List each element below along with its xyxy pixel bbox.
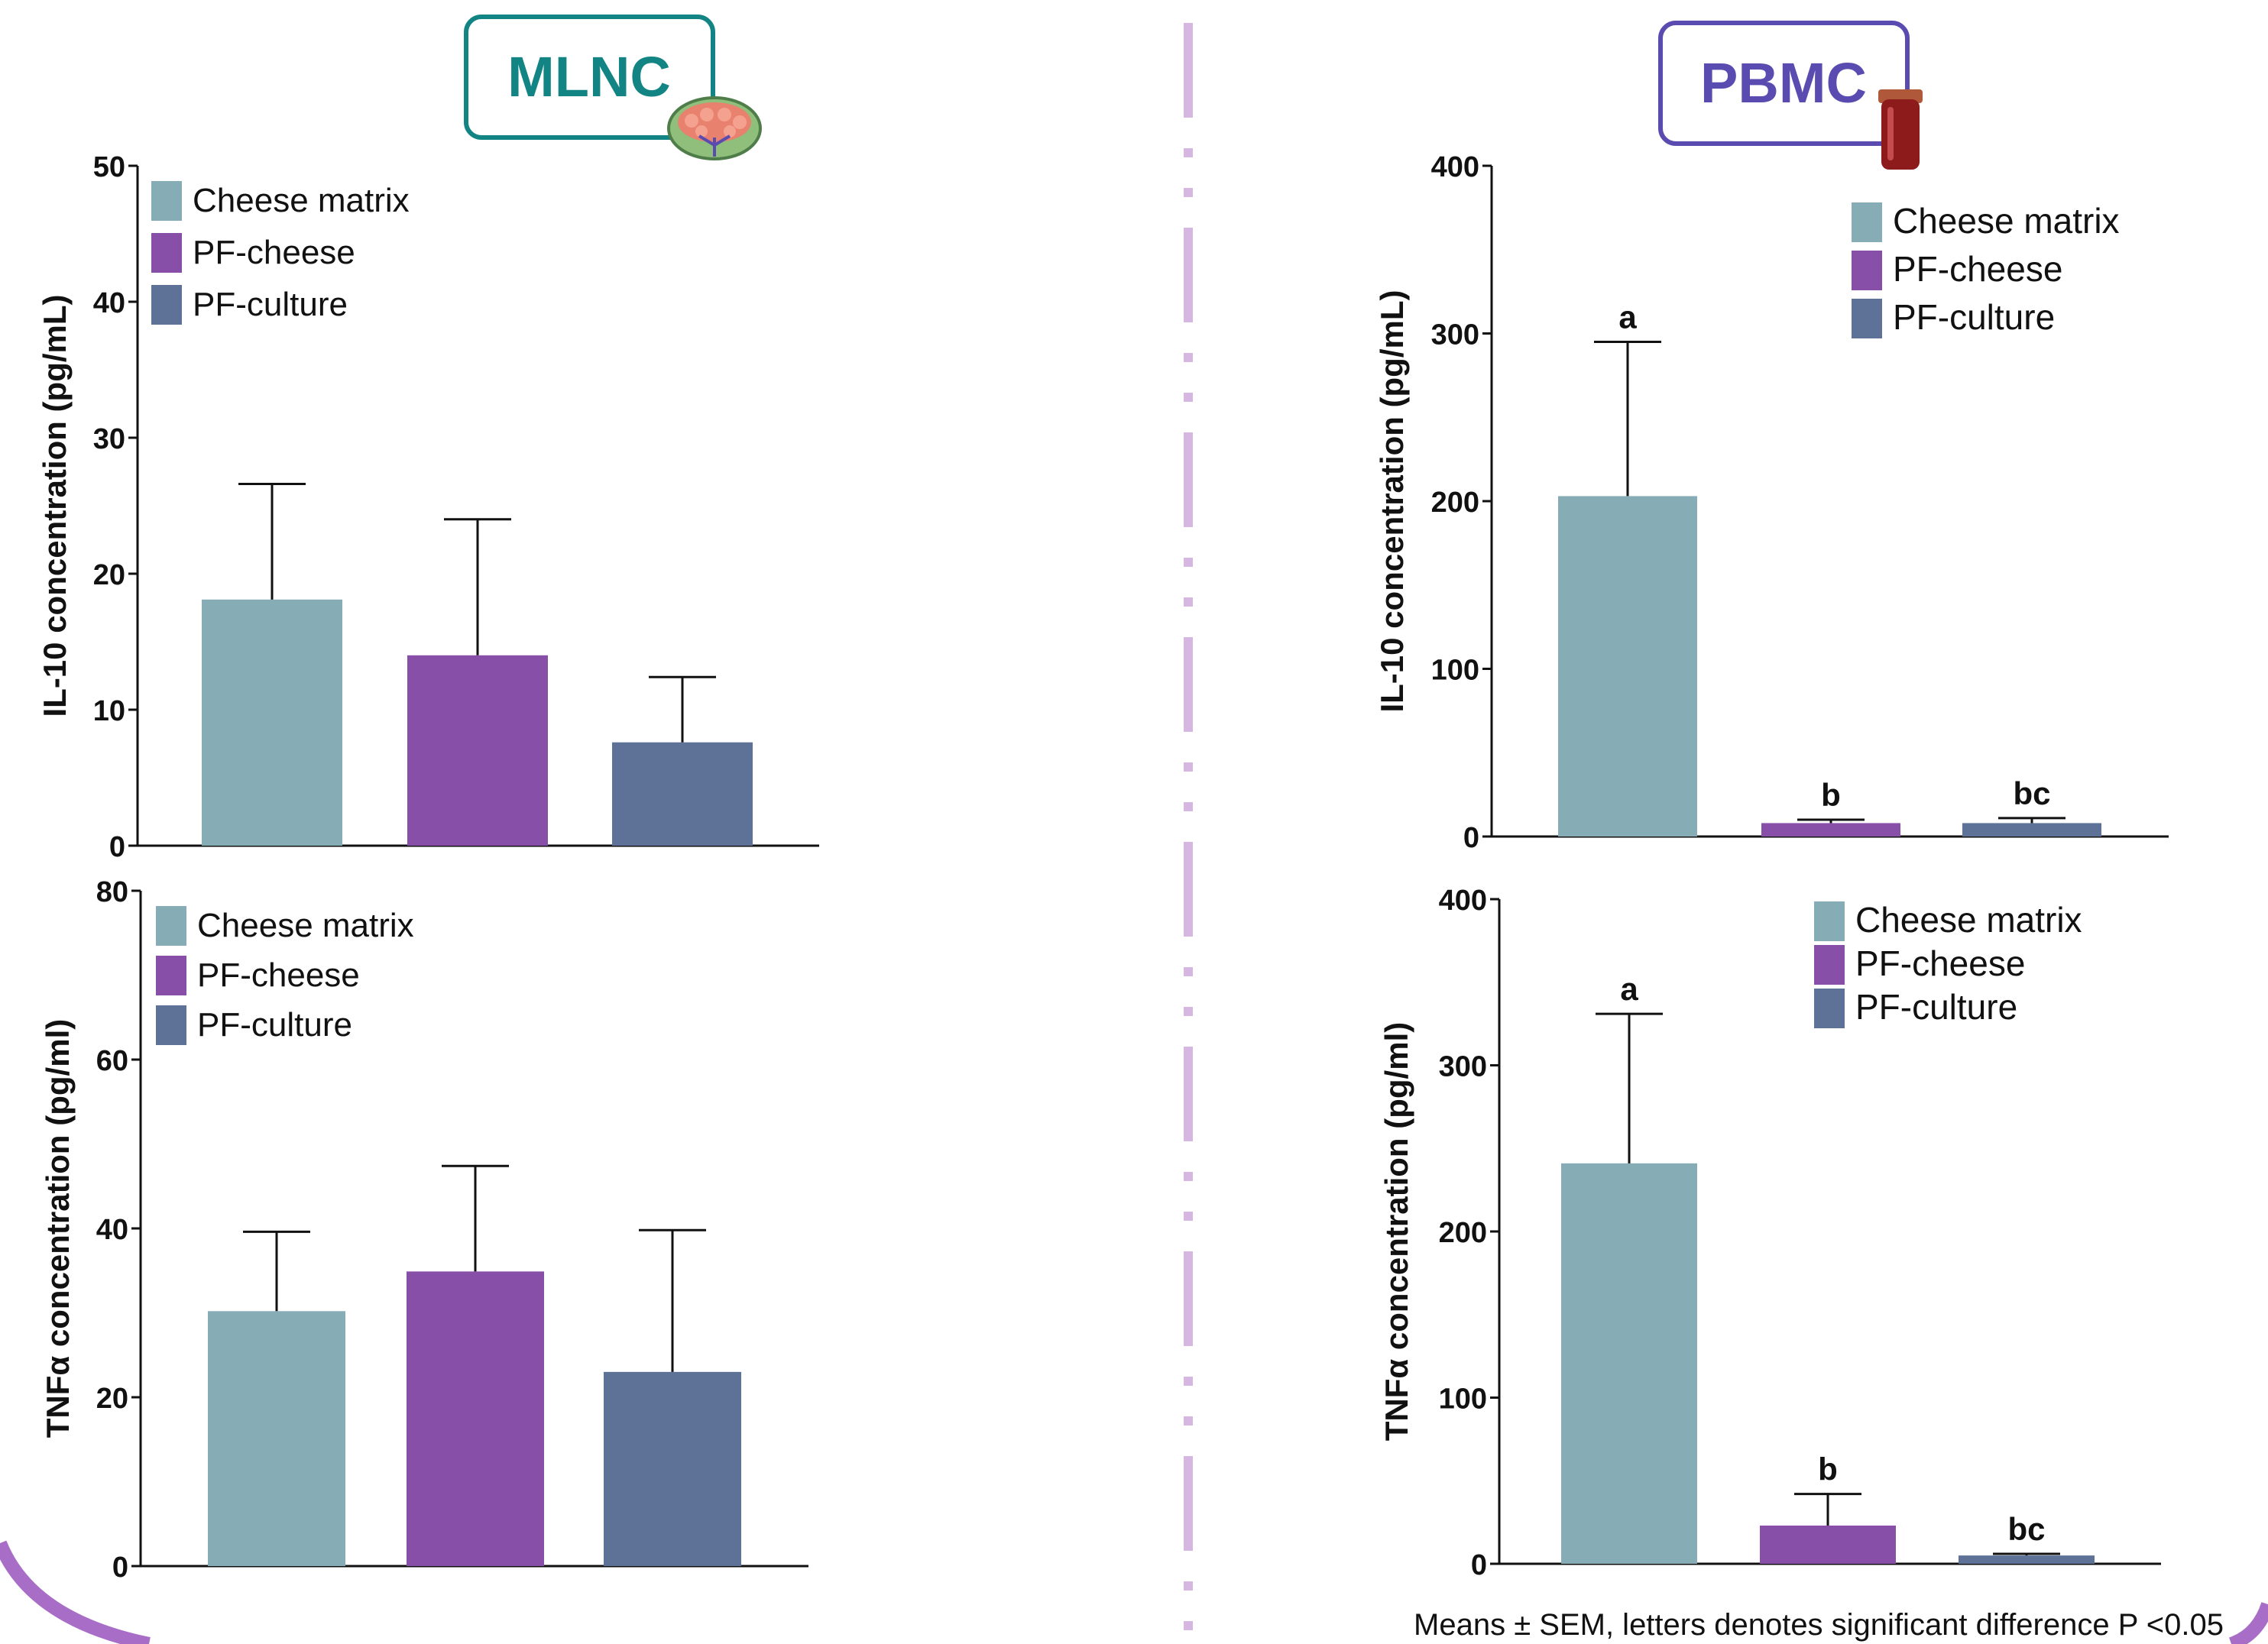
mlnc-il10-bar-cheese-matrix <box>202 599 342 846</box>
blood-tube-icon <box>1878 89 1923 170</box>
pbmc-tnfa-significance-letter: b <box>1818 1451 1838 1487</box>
mlnc-il10-y-tick-label: 10 <box>93 695 125 727</box>
mlnc-il10-chart: 0 10 20 30 40 50 IL-10 concentration (pg/mL) Ch… <box>37 151 819 863</box>
pbmc-il10-y-tick-label: 300 <box>1431 319 1479 351</box>
lymph-node-icon <box>667 96 762 160</box>
pbmc-tnfa-legend-label: PF-cheese <box>1855 943 2025 983</box>
pbmc-tnfa-legend-swatch <box>1814 901 1845 941</box>
pbmc-il10-legend-label: PF-cheese <box>1893 249 2062 289</box>
pbmc-il10-y-tick-label: 400 <box>1431 151 1479 183</box>
mlnc-il10-y-tick-label: 30 <box>93 423 125 455</box>
pbmc-il10-bar-cheese-matrix <box>1558 496 1697 837</box>
pbmc-il10-y-tick-label: 200 <box>1431 487 1479 519</box>
mlnc-tnfa-legend-swatch <box>156 1005 186 1045</box>
pbmc-tnfa-chart: 0 100 200 300 400 TNFα concentration (pg/ml) a… <box>1379 885 2161 1581</box>
pbmc-tnfa-legend-swatch <box>1814 989 1845 1028</box>
pbmc-tnfa-y-tick-label: 100 <box>1439 1383 1487 1416</box>
pbmc-il10-chart: 0 100 200 300 400 IL-10 concentration (pg/mL)… <box>1374 151 2169 854</box>
pbmc-il10-legend-swatch <box>1852 299 1882 338</box>
mlnc-il10-legend-swatch <box>151 285 182 325</box>
mlnc-tnfa-bar-pf-cheese <box>407 1271 544 1566</box>
pbmc-il10-legend-swatch <box>1852 202 1882 242</box>
mlnc-il10-y-tick-label: 0 <box>109 831 125 863</box>
charts-group: 0 10 20 30 40 50 IL-10 concentration (pg/mL) Ch… <box>37 151 2169 1584</box>
mlnc-header-box <box>464 15 715 140</box>
pbmc-il10-bar-pf-cheese <box>1761 823 1900 837</box>
pbmc-tnfa-significance-letter: a <box>1620 971 1638 1007</box>
mlnc-il10-legend-swatch <box>151 233 182 273</box>
pbmc-il10-legend-label: Cheese matrix <box>1893 201 2120 241</box>
mlnc-il10-bar-pf-cheese <box>407 655 548 846</box>
mlnc-tnfa-legend-label: PF-cheese <box>197 956 360 994</box>
mlnc-tnfa-legend-label: Cheese matrix <box>197 907 414 944</box>
corner-arc-left <box>0 1540 151 1644</box>
pbmc-il10-significance-letter: a <box>1618 299 1637 335</box>
pbmc-il10-y-tick-label: 0 <box>1463 822 1479 854</box>
pbmc-header-box <box>1658 21 1910 146</box>
mlnc-il10-bar-pf-culture <box>612 742 753 846</box>
pbmc-tnfa-bar-pf-cheese <box>1760 1525 1896 1564</box>
pbmc-il10-y-axis-label: IL-10 concentration (pg/mL) <box>1374 290 1410 712</box>
mlnc-tnfa-legend-label: PF-culture <box>197 1006 352 1044</box>
mlnc-tnfa-y-tick-label: 40 <box>96 1214 128 1246</box>
mlnc-tnfa-y-axis-label: TNFα concentration (pg/ml) <box>40 1019 76 1438</box>
mlnc-tnfa-y-tick-label: 0 <box>112 1552 128 1584</box>
mlnc-il10-legend-label: Cheese matrix <box>193 182 410 219</box>
mlnc-tnfa-chart: 0 20 40 60 80 TNFα concentration (pg/ml) Chees… <box>40 876 808 1584</box>
pbmc-tnfa-significance-letter: bc <box>2007 1511 2045 1547</box>
mlnc-il10-legend-label: PF-culture <box>193 286 348 323</box>
pbmc-il10-significance-letter: bc <box>2013 775 2050 811</box>
pbmc-tnfa-y-tick-label: 200 <box>1439 1217 1487 1249</box>
pbmc-tnfa-legend-label: PF-culture <box>1855 987 2017 1027</box>
pbmc-il10-significance-letter: b <box>1821 777 1841 813</box>
mlnc-il10-legend-swatch <box>151 181 182 221</box>
pbmc-tnfa-legend-swatch <box>1814 945 1845 985</box>
mlnc-il10-y-tick-label: 20 <box>93 559 125 591</box>
footnote: Means ± SEM, letters denotes significant… <box>1414 1608 2224 1642</box>
pbmc-tnfa-y-axis-label: TNFα concentration (pg/ml) <box>1379 1022 1414 1441</box>
mlnc-tnfa-legend-swatch <box>156 956 186 995</box>
mlnc-tnfa-bar-pf-culture <box>604 1371 741 1566</box>
corner-arc-right <box>2228 1601 2268 1644</box>
pbmc-il10-legend-swatch <box>1852 251 1882 290</box>
mlnc-header: MLNC <box>464 15 762 160</box>
pbmc-il10-bar-pf-culture <box>1962 823 2101 837</box>
pbmc-tnfa-y-tick-label: 300 <box>1439 1051 1487 1083</box>
mlnc-il10-legend-label: PF-cheese <box>193 234 355 271</box>
mlnc-il10-y-tick-label: 40 <box>93 287 125 319</box>
pbmc-il10-legend-label: PF-culture <box>1893 297 2055 337</box>
mlnc-tnfa-y-tick-label: 20 <box>96 1383 128 1415</box>
pbmc-header: PBMC <box>1658 21 1923 170</box>
mlnc-tnfa-y-tick-label: 80 <box>96 876 128 908</box>
pbmc-header-label: PBMC <box>1700 51 1867 115</box>
mlnc-il10-y-axis-label: IL-10 concentration (pg/mL) <box>37 294 73 717</box>
mlnc-tnfa-bar-cheese-matrix <box>208 1311 345 1566</box>
pbmc-tnfa-y-tick-label: 0 <box>1471 1549 1487 1581</box>
mlnc-tnfa-y-tick-label: 60 <box>96 1045 128 1077</box>
pbmc-il10-y-tick-label: 100 <box>1431 655 1479 687</box>
pbmc-tnfa-legend-label: Cheese matrix <box>1855 900 2082 940</box>
pbmc-tnfa-y-tick-label: 400 <box>1439 885 1487 917</box>
pbmc-tnfa-bar-cheese-matrix <box>1561 1163 1697 1564</box>
mlnc-tnfa-legend-swatch <box>156 906 186 946</box>
pbmc-tnfa-bar-pf-culture <box>1959 1555 2095 1564</box>
mlnc-il10-y-tick-label: 50 <box>93 151 125 183</box>
mlnc-header-label: MLNC <box>507 45 671 108</box>
